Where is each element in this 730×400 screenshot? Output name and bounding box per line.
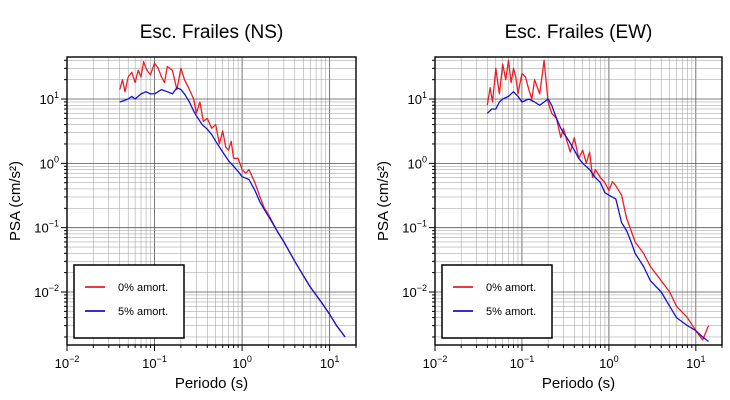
chart-panel-2: 10−2 10−1 100 101 10−2 10−1 100 101 Esc. Frailes… bbox=[375, 22, 723, 392]
x-tick-label: 10−2 bbox=[423, 354, 448, 371]
series-line-blue bbox=[486, 91, 709, 343]
ticks bbox=[61, 59, 357, 351]
chart-panel-1: 10−2 10−1 100 101 10−2 10−1 100 101 Esc. Frailes… bbox=[7, 22, 357, 392]
x-tick-label: 101 bbox=[320, 354, 339, 371]
chart-title: Esc. Frailes (EW) bbox=[505, 22, 653, 43]
x-tick-label: 100 bbox=[599, 354, 618, 371]
legend-box bbox=[73, 264, 185, 339]
y-tick-label: 100 bbox=[40, 154, 59, 171]
legend: 0% amort. 5% amort. bbox=[73, 264, 185, 339]
plot-frame bbox=[66, 56, 357, 346]
y-tick-label: 101 bbox=[408, 90, 427, 107]
ticks bbox=[429, 59, 723, 351]
legend-label: 0% amort. bbox=[118, 282, 168, 294]
plot-frame bbox=[434, 56, 723, 346]
series-line-red bbox=[486, 59, 710, 341]
y-axis-label: PSA (cm/s²) bbox=[7, 161, 24, 241]
x-tick-label: 101 bbox=[686, 354, 705, 371]
x-axis-label: Periodo (s) bbox=[175, 375, 248, 392]
y-tick-label: 101 bbox=[40, 90, 59, 107]
y-tick-label: 100 bbox=[408, 154, 427, 171]
grid bbox=[66, 57, 357, 345]
legend-label: 5% amort. bbox=[118, 306, 168, 318]
x-tick-label: 100 bbox=[232, 354, 251, 371]
legend-label: 0% amort. bbox=[486, 282, 536, 294]
x-tick-label: 10−1 bbox=[510, 354, 535, 371]
series-line-blue bbox=[119, 87, 346, 338]
legend: 0% amort. 5% amort. bbox=[441, 264, 553, 339]
y-tick-label: 10−1 bbox=[402, 219, 427, 236]
y-axis-label: PSA (cm/s²) bbox=[375, 161, 392, 241]
legend-label: 5% amort. bbox=[486, 306, 536, 318]
x-axis-label: Periodo (s) bbox=[542, 375, 615, 392]
chart-title: Esc. Frailes (NS) bbox=[140, 22, 284, 43]
y-tick-label: 10−2 bbox=[402, 283, 427, 300]
x-tick-label: 10−2 bbox=[55, 354, 80, 371]
y-tick-label: 10−1 bbox=[34, 219, 59, 236]
legend-box bbox=[441, 264, 553, 339]
x-tick-label: 10−1 bbox=[142, 354, 167, 371]
y-tick-label: 10−2 bbox=[34, 283, 59, 300]
